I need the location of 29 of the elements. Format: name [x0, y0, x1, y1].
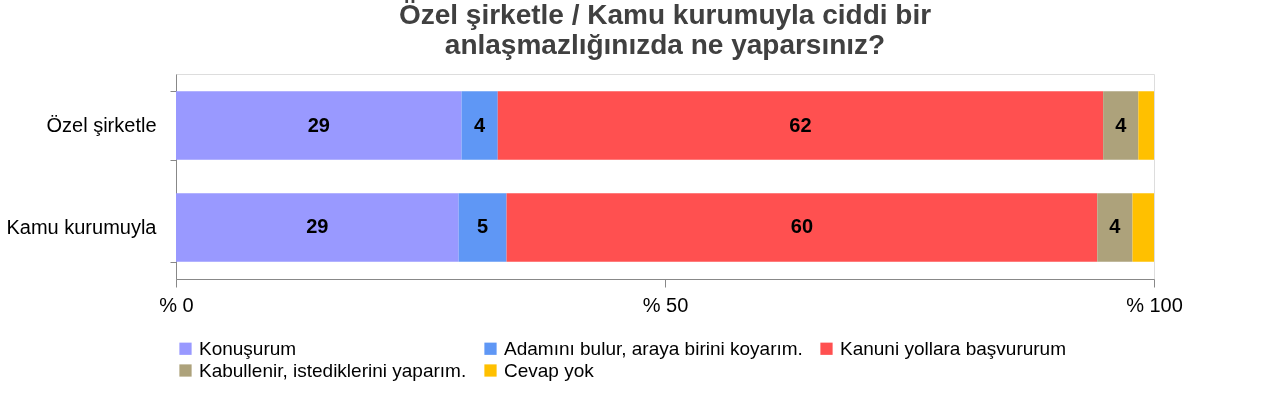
y-tick-label: Kamu kurumuyla	[6, 216, 158, 238]
bar	[1138, 91, 1154, 160]
data-label: 4	[1115, 113, 1128, 136]
bar	[1097, 193, 1133, 262]
bar	[176, 193, 459, 262]
legend-label: Cevap yok	[504, 359, 595, 381]
y-tick-label: Özel şirketle	[46, 114, 157, 136]
bar	[461, 91, 498, 160]
chart-title: Özel şirketle / Kamu kurumuyla ciddi bir anlaşmazlığınızda ne yaparsınız?	[398, 0, 932, 60]
bar	[1132, 193, 1154, 262]
legend-label: Adamını bulur, araya birini koyarım.	[504, 337, 803, 359]
data-label: 29	[307, 113, 330, 136]
bar	[176, 91, 462, 160]
data-label: 5	[477, 215, 489, 238]
data-label: 60	[790, 215, 814, 238]
bar	[497, 91, 1104, 160]
bar	[506, 193, 1098, 262]
data-label: 4	[474, 113, 487, 136]
legend-label: Konuşurum	[199, 337, 297, 359]
bar	[458, 193, 507, 262]
data-label: 62	[789, 113, 812, 136]
data-label: 4	[1109, 215, 1122, 238]
legend-label: Kanuni yollara başvururum	[840, 337, 1067, 359]
bar	[1103, 91, 1139, 160]
x-tick-label: % 0	[159, 293, 194, 316]
data-label: 29	[306, 215, 329, 238]
legend-label: Kabullenir, istediklerini yaparım.	[199, 359, 467, 381]
x-tick-label: % 100	[1126, 293, 1183, 316]
x-tick-label: % 50	[642, 293, 689, 316]
